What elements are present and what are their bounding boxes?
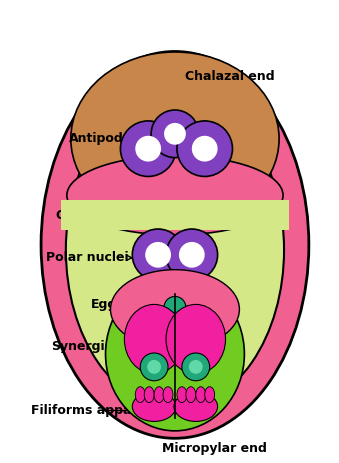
Ellipse shape — [135, 387, 145, 403]
Circle shape — [189, 360, 203, 374]
Ellipse shape — [105, 277, 244, 431]
Circle shape — [135, 136, 161, 162]
Text: Chalazal end: Chalazal end — [185, 70, 274, 83]
Text: Antipodals: Antipodals — [69, 132, 148, 150]
Circle shape — [151, 110, 199, 157]
Text: Micropylar end: Micropylar end — [162, 442, 267, 455]
Ellipse shape — [177, 387, 187, 403]
Ellipse shape — [166, 304, 225, 374]
Ellipse shape — [205, 387, 215, 403]
Circle shape — [147, 360, 161, 374]
Ellipse shape — [163, 387, 173, 403]
Ellipse shape — [186, 387, 196, 403]
Circle shape — [145, 242, 171, 268]
Ellipse shape — [154, 387, 164, 403]
Ellipse shape — [132, 392, 176, 421]
Text: Filiforms apparatus: Filiforms apparatus — [31, 404, 168, 417]
Circle shape — [164, 123, 186, 145]
Ellipse shape — [67, 156, 283, 235]
Circle shape — [179, 242, 205, 268]
Text: Synergids: Synergids — [51, 308, 157, 370]
Text: Polar nuclei: Polar nuclei — [46, 251, 132, 264]
Ellipse shape — [66, 91, 284, 408]
Text: Central cell: Central cell — [56, 209, 151, 222]
Ellipse shape — [71, 52, 279, 225]
Ellipse shape — [174, 392, 218, 421]
Ellipse shape — [164, 296, 186, 318]
Ellipse shape — [144, 387, 154, 403]
Circle shape — [140, 353, 168, 381]
Circle shape — [192, 136, 218, 162]
Ellipse shape — [196, 387, 206, 403]
Bar — [61, 200, 289, 230]
Text: Egg: Egg — [91, 298, 161, 311]
Ellipse shape — [41, 51, 309, 438]
Circle shape — [120, 121, 176, 176]
Ellipse shape — [111, 269, 239, 349]
Circle shape — [166, 229, 218, 281]
Circle shape — [132, 229, 184, 281]
Circle shape — [177, 121, 233, 176]
Ellipse shape — [124, 304, 184, 374]
Circle shape — [182, 353, 210, 381]
